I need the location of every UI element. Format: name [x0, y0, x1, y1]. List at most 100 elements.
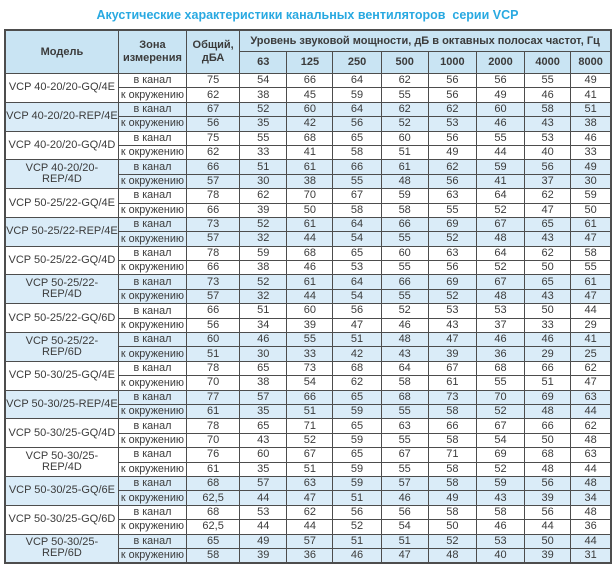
band-level-cell: 70 — [475, 389, 526, 405]
band-level-cell: 64 — [332, 216, 382, 233]
band-level-cell: 39 — [286, 317, 334, 334]
band-level-cell: 62 — [286, 504, 334, 521]
band-level-cell: 62 — [427, 101, 477, 118]
model-cell: VCP 50-30/25-GQ/4D — [4, 418, 119, 449]
band-level-cell: 37 — [475, 317, 526, 334]
table-row: VCP 50-25/22-GQ/6D в канал 66 51 60 56 52 53 53 5… — [4, 303, 612, 334]
model-cell: VCP 50-30/25-GQ/4E — [4, 360, 119, 391]
band-level-cell: 66 — [286, 72, 334, 89]
total-dba-cell: 66 — [186, 202, 241, 218]
band-level-cell: 62 — [524, 188, 572, 204]
band-level-cell: 61 — [286, 159, 334, 175]
band-level-cell: 45 — [286, 87, 334, 103]
band-level-cell: 51 — [286, 461, 334, 477]
total-dba-cell: 61 — [186, 461, 241, 477]
band-level-cell: 39 — [427, 346, 477, 362]
band-level-cell: 66 — [524, 360, 572, 377]
band-level-cell: 64 — [475, 245, 526, 262]
band-level-cell: 51 — [239, 303, 288, 319]
band-level-cell: 47 — [286, 490, 334, 506]
band-level-cell: 49 — [475, 87, 526, 103]
band-level-cell: 39 — [239, 547, 288, 564]
band-level-cell: 38 — [239, 375, 288, 391]
band-level-cell: 53 — [427, 116, 477, 132]
band-level-cell: 52 — [427, 533, 477, 549]
band-level-cell: 47 — [570, 231, 612, 247]
band-level-cell: 59 — [570, 188, 612, 204]
band-level-cell: 55 — [380, 288, 429, 305]
band-level-cell: 52 — [332, 519, 382, 535]
model-cell: VCP 50-25/22-GQ/6D — [4, 303, 119, 334]
zone-cell-duct: в канал — [117, 130, 188, 146]
table-row: VCP 50-30/25-REP/4D в канал 76 60 67 65 67 71 69… — [4, 447, 612, 477]
band-level-cell: 43 — [380, 346, 429, 362]
band-level-cell: 56 — [332, 303, 382, 319]
band-level-cell: 60 — [286, 101, 334, 118]
band-level-cell: 62 — [427, 159, 477, 175]
band-level-cell: 47 — [524, 202, 572, 218]
table-row: VCP 50-25/22-REP/4D в канал 73 52 61 64 66 69 67… — [4, 274, 612, 305]
band-level-cell: 64 — [332, 72, 382, 89]
band-level-cell: 56 — [332, 116, 382, 132]
model-cell: VCP 40-20/20-GQ/4E — [4, 73, 119, 103]
band-level-cell: 42 — [332, 346, 382, 362]
band-level-cell: 56 — [524, 159, 572, 175]
band-level-cell: 71 — [427, 447, 477, 463]
band-level-cell: 44 — [570, 303, 612, 319]
band-level-cell: 48 — [570, 475, 612, 492]
total-dba-cell: 76 — [186, 447, 241, 463]
total-dba-cell: 56 — [186, 116, 241, 132]
band-level-cell: 47 — [380, 547, 429, 564]
total-dba-cell: 77 — [186, 389, 241, 405]
band-level-cell: 52 — [239, 101, 288, 118]
band-level-cell: 58 — [332, 202, 382, 218]
band-level-cell: 63 — [286, 475, 334, 492]
table-row: к окружению 70 43 52 59 55 58 54 50 48 — [5, 432, 612, 449]
band-level-cell: 33 — [570, 144, 612, 161]
band-level-cell: 46 — [239, 332, 288, 348]
table-row: VCP 40-20/20-GQ/4E в канал 75 54 66 64 62 56 56 5… — [4, 72, 612, 103]
band-level-cell: 48 — [475, 231, 526, 247]
band-level-cell: 34 — [239, 317, 288, 334]
table-row: VCP 50-30/25-GQ/4D в канал 78 65 71 65 63 66 67 6… — [4, 418, 612, 449]
table-row: VCP 50-25/22-REP/4E в канал 73 52 61 64 66 69 67… — [4, 216, 612, 247]
band-level-cell: 30 — [239, 346, 288, 362]
band-level-cell: 67 — [475, 274, 526, 290]
zone-cell-duct: в канал — [117, 533, 188, 549]
band-level-cell: 51 — [380, 144, 429, 161]
band-level-cell: 54 — [332, 288, 382, 305]
band-level-cell: 65 — [524, 274, 572, 290]
zone-cell-duct: в канал — [117, 418, 188, 434]
zone-cell-ambient: к окружению — [117, 231, 188, 247]
band-level-cell: 48 — [475, 288, 526, 305]
band-level-cell: 52 — [475, 461, 526, 477]
band-level-cell: 38 — [239, 260, 288, 276]
band-level-cell: 65 — [332, 245, 382, 262]
band-level-cell: 60 — [380, 245, 429, 262]
band-level-cell: 65 — [332, 418, 382, 434]
table-row: VCP 40-20/20-REP/4E в канал 67 52 60 64 62 62 60… — [4, 101, 612, 132]
band-level-cell: 53 — [332, 260, 382, 276]
total-dba-cell: 66 — [186, 159, 241, 175]
col-header-freq-8000: 8000 — [570, 51, 612, 74]
col-header-freq-125: 125 — [286, 51, 334, 74]
band-level-cell: 51 — [524, 375, 572, 391]
band-level-cell: 56 — [427, 72, 477, 89]
band-level-cell: 55 — [570, 260, 612, 276]
table-row: VCP 50-30/25-GQ/4E в канал 78 65 73 68 64 67 68 6… — [4, 360, 612, 391]
band-level-cell: 49 — [570, 72, 612, 89]
zone-cell-duct: в канал — [117, 101, 188, 118]
band-level-cell: 46 — [524, 332, 572, 348]
band-level-cell: 47 — [332, 317, 382, 334]
band-level-cell: 53 — [427, 303, 477, 319]
band-level-cell: 59 — [475, 475, 526, 492]
total-dba-cell: 66 — [186, 303, 241, 319]
band-level-cell: 47 — [427, 332, 477, 348]
total-dba-cell: 68 — [186, 504, 241, 521]
total-dba-cell: 57 — [186, 173, 241, 190]
model-cell: VCP 50-30/25-GQ/6E — [4, 475, 119, 506]
zone-cell-ambient: к окружению — [117, 116, 188, 132]
band-level-cell: 59 — [332, 461, 382, 477]
band-level-cell: 60 — [239, 447, 288, 463]
